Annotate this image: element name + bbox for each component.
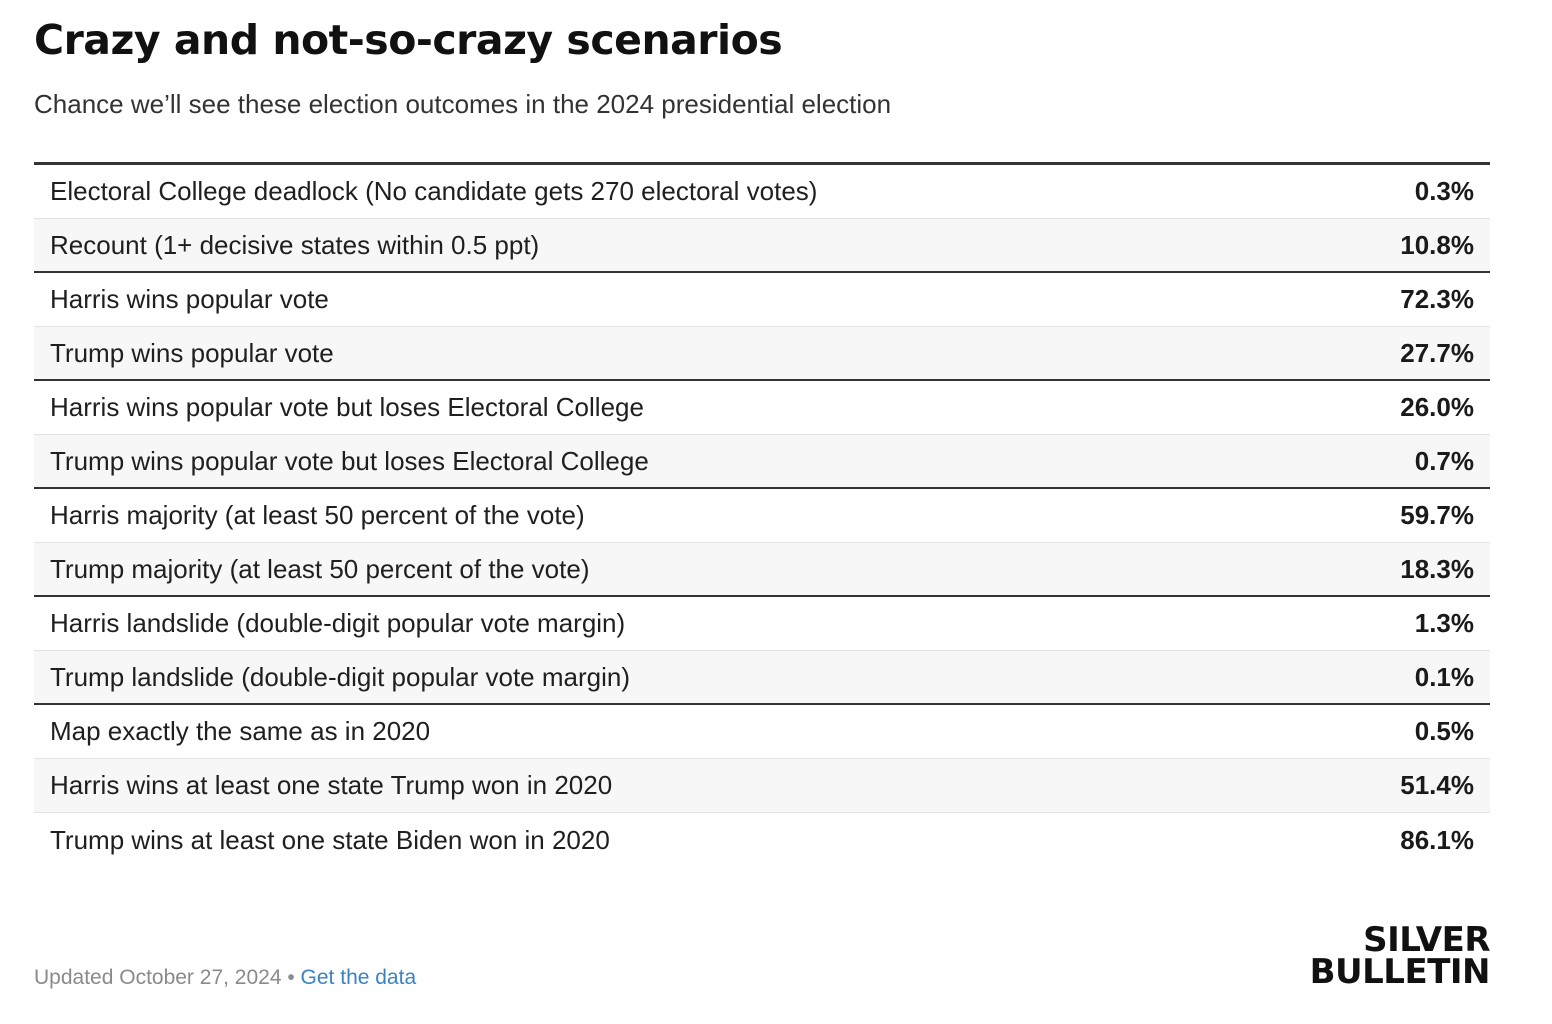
row-value: 0.5% xyxy=(1414,716,1474,746)
row-label: Map exactly the same as in 2020 xyxy=(50,716,431,746)
table-row: Trump wins popular vote 27.7% xyxy=(34,327,1490,381)
table-row: Trump landslide (double-digit popular vo… xyxy=(34,651,1490,705)
table-row: Trump majority (at least 50 percent of t… xyxy=(34,543,1490,597)
table-row: Map exactly the same as in 2020 0.5% xyxy=(34,705,1490,759)
row-value: 0.1% xyxy=(1414,661,1474,692)
row-value: 18.3% xyxy=(1400,553,1474,584)
row-value: 86.1% xyxy=(1400,824,1474,855)
table-row: Electoral College deadlock (No candidate… xyxy=(34,165,1490,219)
row-value: 0.7% xyxy=(1414,445,1474,476)
chart-subtitle: Chance we’ll see these election outcomes… xyxy=(34,89,892,119)
table-row: Harris landslide (double-digit popular v… xyxy=(34,597,1490,651)
logo-line-2: BULLETIN xyxy=(1309,952,1491,992)
row-value: 59.7% xyxy=(1400,500,1474,530)
table-row: Harris wins popular vote but loses Elect… xyxy=(34,381,1490,435)
row-label: Harris wins popular vote but loses Elect… xyxy=(50,392,644,422)
row-label: Trump wins at least one state Biden won … xyxy=(50,824,610,855)
scenario-table: Electoral College deadlock (No candidate… xyxy=(34,162,1490,867)
row-label: Electoral College deadlock (No candidate… xyxy=(50,176,818,206)
row-label: Harris wins popular vote xyxy=(50,284,329,314)
table-row: Trump wins at least one state Biden won … xyxy=(34,813,1490,867)
row-label: Recount (1+ decisive states within 0.5 p… xyxy=(50,229,540,260)
row-label: Trump wins popular vote but loses Electo… xyxy=(50,445,649,476)
logo-line-1: SILVER xyxy=(1363,920,1490,960)
row-label: Trump landslide (double-digit popular vo… xyxy=(50,661,630,692)
row-label: Trump majority (at least 50 percent of t… xyxy=(50,553,590,584)
silver-bulletin-logo: SILVER BULLETIN xyxy=(1300,920,1491,992)
chart-title: Crazy and not-so-crazy scenarios xyxy=(34,16,783,64)
table-row: Recount (1+ decisive states within 0.5 p… xyxy=(34,219,1490,273)
row-label: Harris wins at least one state Trump won… xyxy=(50,770,613,800)
row-value: 1.3% xyxy=(1414,608,1474,638)
footer-separator: • xyxy=(281,966,301,989)
footer: Updated October 27, 2024 • Get the data xyxy=(34,966,416,990)
updated-date: Updated October 27, 2024 xyxy=(34,966,282,989)
row-label: Trump wins popular vote xyxy=(50,337,334,368)
table-row: Harris wins at least one state Trump won… xyxy=(34,759,1490,813)
get-data-link[interactable]: Get the data xyxy=(300,966,417,989)
table-row: Trump wins popular vote but loses Electo… xyxy=(34,435,1490,489)
row-value: 26.0% xyxy=(1400,392,1474,422)
table-row: Harris wins popular vote 72.3% xyxy=(34,273,1490,327)
row-value: 72.3% xyxy=(1400,284,1474,314)
row-value: 10.8% xyxy=(1400,229,1474,260)
table-row: Harris majority (at least 50 percent of … xyxy=(34,489,1490,543)
row-label: Harris landslide (double-digit popular v… xyxy=(50,608,626,638)
row-label: Harris majority (at least 50 percent of … xyxy=(50,500,585,530)
row-value: 51.4% xyxy=(1400,770,1474,800)
row-value: 27.7% xyxy=(1400,337,1474,368)
row-value: 0.3% xyxy=(1414,176,1474,206)
